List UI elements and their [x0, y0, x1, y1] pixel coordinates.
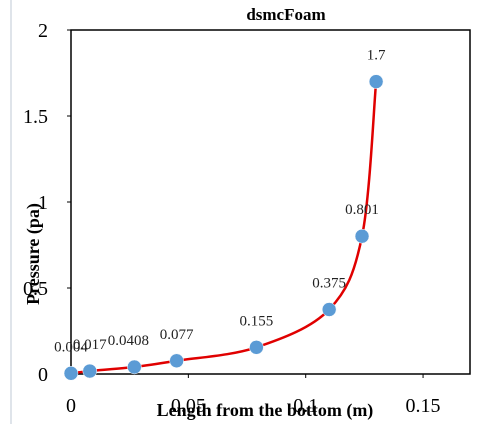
data-label: 0.0408 [108, 333, 149, 349]
y-tick-label: 1 [38, 192, 48, 214]
x-tick-label: 0 [66, 395, 76, 417]
data-point [321, 302, 337, 317]
y-axis-label: Pressure (pa) [23, 203, 44, 305]
data-point [368, 74, 384, 89]
x-tick-label: 0.05 [171, 395, 206, 417]
data-label: 0.155 [240, 313, 274, 329]
y-tick-label: 2 [38, 20, 48, 42]
y-tick-label: 1.5 [23, 106, 48, 128]
data-point [63, 366, 79, 381]
data-point [169, 353, 184, 369]
data-point [127, 359, 142, 375]
data-label: 0.017 [73, 337, 107, 353]
left-guide-line [10, 0, 12, 424]
data-label: 0.004 [54, 339, 88, 355]
data-point [354, 228, 370, 244]
data-label: 1.7 [367, 48, 386, 64]
data-label: 0.375 [312, 276, 346, 292]
series-curve [70, 81, 378, 375]
data-point [82, 363, 98, 379]
x-tick-label: 0.15 [406, 395, 441, 417]
x-axis-label: Length from the bottom (m) [157, 400, 374, 421]
data-label: 0.801 [345, 202, 379, 218]
chart-title: dsmcFoam [246, 5, 325, 24]
data-label: 0.077 [160, 327, 194, 343]
y-tick-label: 0 [38, 364, 48, 386]
data-point [249, 340, 264, 355]
y-tick-label: 0.5 [23, 278, 48, 300]
x-tick-label: 0.1 [293, 395, 318, 417]
